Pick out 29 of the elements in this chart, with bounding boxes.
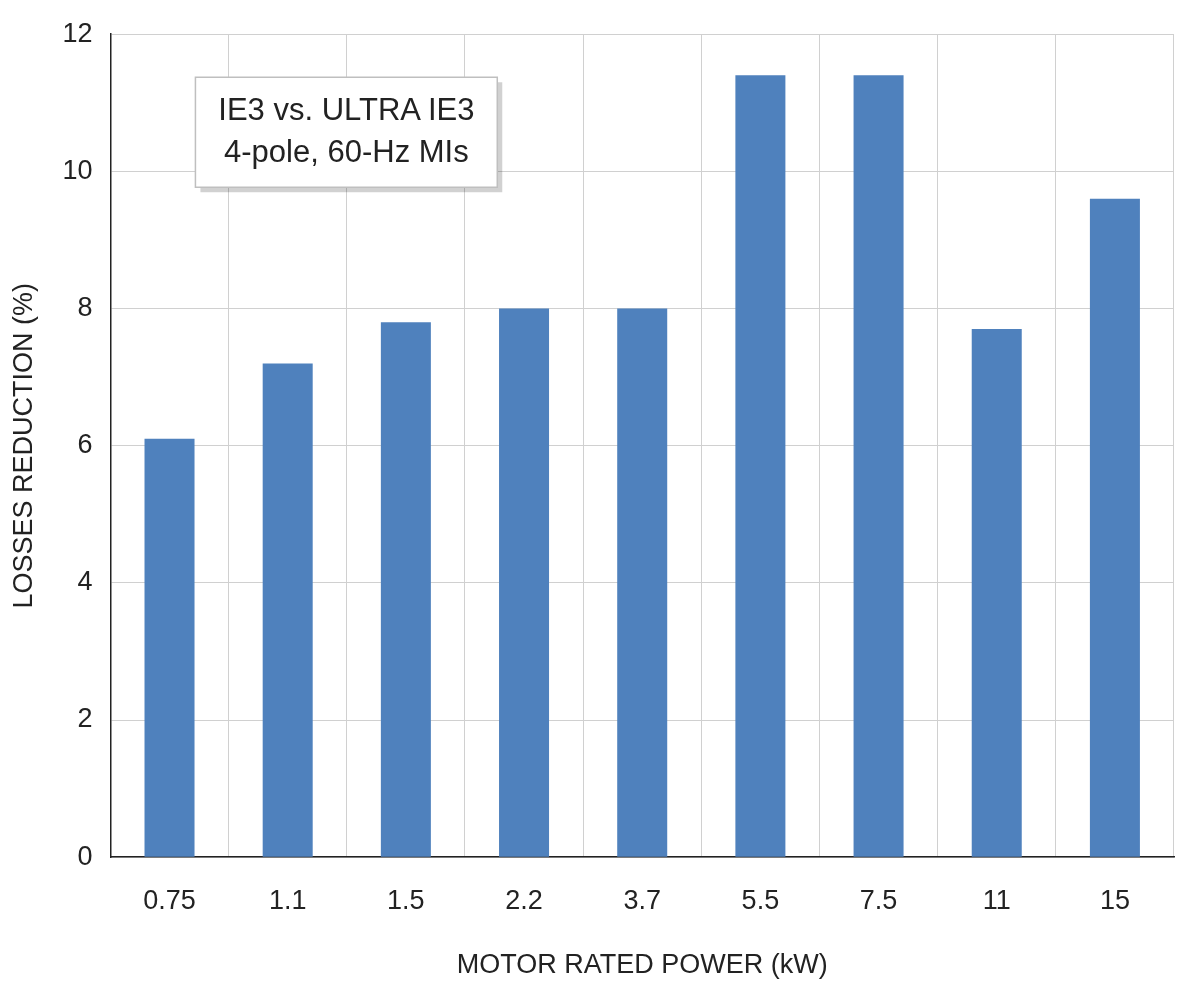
bar bbox=[1089, 198, 1140, 857]
bar bbox=[144, 438, 195, 857]
x-tick-label: 15 bbox=[1099, 884, 1130, 915]
bar bbox=[380, 322, 431, 857]
y-axis-title: LOSSES REDUCTION (%) bbox=[7, 282, 38, 609]
y-tick-label: 12 bbox=[62, 17, 93, 48]
x-axis-title: MOTOR RATED POWER (kW) bbox=[456, 949, 828, 980]
x-tick-label: 1.1 bbox=[268, 884, 307, 915]
y-tick-label: 0 bbox=[77, 840, 93, 871]
x-tick-label: 3.7 bbox=[623, 884, 661, 915]
annotation: IE3 vs. ULTRA IE3 bbox=[218, 91, 475, 127]
y-tick-label: 2 bbox=[77, 703, 93, 734]
bar bbox=[735, 75, 786, 857]
bar bbox=[971, 329, 1022, 857]
y-tick-label: 6 bbox=[77, 429, 93, 460]
y-tick-label: 8 bbox=[77, 291, 93, 322]
x-tick-label: 1.5 bbox=[387, 884, 425, 915]
x-tick-label: 7.5 bbox=[859, 884, 898, 915]
y-tick-label: 4 bbox=[77, 566, 93, 597]
x-tick-label: 2.2 bbox=[505, 884, 543, 915]
bar bbox=[262, 363, 313, 857]
bar bbox=[617, 308, 668, 857]
annotation: 4-pole, 60-Hz MIs bbox=[224, 133, 469, 169]
y-tick-label: 10 bbox=[62, 154, 93, 185]
bar bbox=[499, 308, 550, 857]
bar bbox=[853, 75, 904, 857]
x-tick-label: 11 bbox=[982, 884, 1011, 915]
x-tick-label: 5.5 bbox=[741, 884, 780, 915]
x-tick-label: 0.75 bbox=[143, 884, 196, 915]
